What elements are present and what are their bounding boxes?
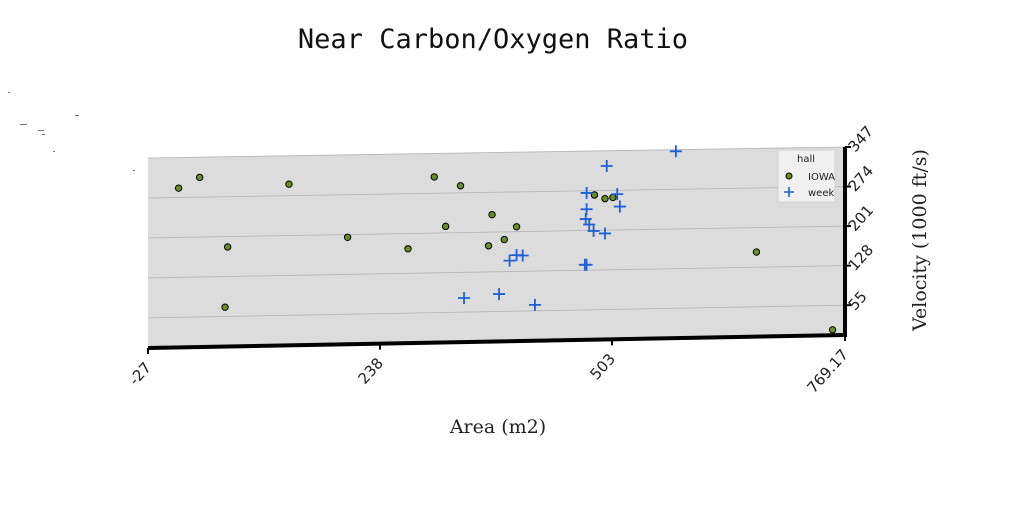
point-iowa-0	[174, 184, 183, 192]
chart-title: Near Carbon/Oxygen Ratio	[298, 24, 688, 55]
point-week-14	[600, 159, 613, 172]
point-iowa-16	[609, 193, 617, 202]
x-axis-line	[147, 333, 846, 350]
grid-line-1	[147, 265, 846, 279]
point-iowa-8	[441, 222, 450, 231]
x-tick-label-3: 769.17	[803, 346, 852, 397]
point-week-17	[669, 145, 682, 158]
y-tick-label-4: 347	[845, 122, 878, 155]
x-tick-label-1: 238	[354, 354, 387, 387]
point-iowa-5	[343, 233, 352, 241]
legend: hall IOWA week	[777, 149, 836, 203]
point-week-8	[580, 186, 593, 199]
point-iowa-3	[223, 243, 232, 251]
point-week-13	[598, 227, 611, 240]
point-week-2	[528, 298, 541, 311]
point-iowa-9	[456, 182, 465, 190]
legend-label-iowa: IOWA	[808, 172, 835, 183]
legend-marker-iowa	[785, 172, 793, 180]
point-iowa-10	[488, 210, 496, 219]
y-tick-label-1: 128	[845, 241, 878, 274]
point-iowa-12	[500, 235, 509, 244]
point-iowa-4	[221, 303, 229, 311]
point-iowa-11	[484, 242, 493, 250]
point-week-5	[516, 249, 529, 262]
point-iowa-15	[601, 194, 609, 203]
point-week-0	[458, 291, 471, 304]
legend-title: hall	[797, 154, 815, 165]
point-iowa-2	[285, 180, 293, 188]
data-markers	[174, 145, 837, 334]
legend-label-week: week	[808, 188, 834, 199]
y-axis-ticks: 55 128 201 274 347	[845, 122, 878, 314]
point-week-11	[583, 218, 596, 231]
legend-marker-week	[784, 187, 794, 197]
x-tick-label-0: -27	[125, 359, 155, 389]
grid-line-4	[147, 146, 846, 159]
x-tick-label-2: 503	[586, 350, 619, 383]
point-week-12	[587, 224, 600, 237]
point-week-15	[611, 188, 624, 201]
point-week-1	[493, 288, 506, 301]
plot-area	[148, 147, 845, 348]
x-axis-label: Area (m2)	[449, 416, 546, 438]
point-iowa-14	[590, 191, 599, 199]
point-week-3	[503, 254, 516, 267]
y-axis-label: Velocity (1000 ft/s)	[909, 149, 931, 332]
point-iowa-13	[512, 223, 521, 231]
y-tick-label-2: 201	[845, 201, 878, 234]
grid-lines	[147, 146, 846, 319]
y-tick-label-3: 274	[845, 162, 878, 195]
noise-specks	[8, 92, 135, 171]
point-iowa-7	[430, 173, 438, 181]
point-week-7	[580, 258, 593, 271]
point-iowa-18	[828, 326, 837, 334]
point-iowa-1	[195, 173, 204, 182]
grid-line-0	[147, 304, 846, 319]
point-week-16	[613, 200, 626, 213]
y-tick-label-0: 55	[845, 288, 871, 314]
grid-line-3	[147, 186, 846, 199]
grid-line-2	[147, 225, 846, 239]
point-iowa-6	[404, 245, 412, 253]
point-iowa-17	[752, 248, 761, 256]
